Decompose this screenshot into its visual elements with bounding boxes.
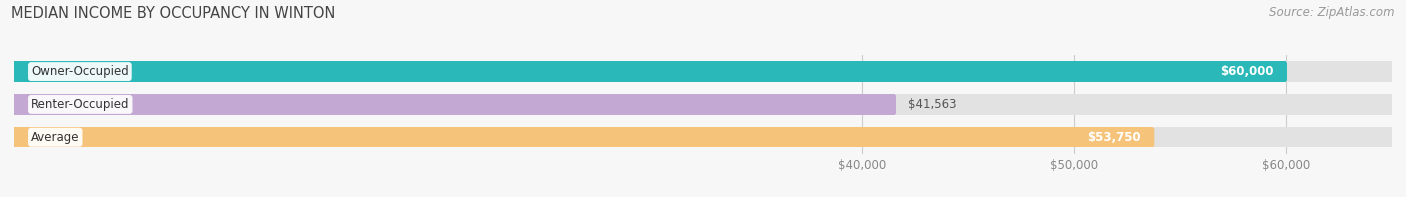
Text: $41,563: $41,563 (908, 98, 956, 111)
FancyBboxPatch shape (14, 61, 1286, 82)
FancyBboxPatch shape (14, 127, 1153, 147)
FancyBboxPatch shape (14, 94, 1392, 115)
Text: $53,750: $53,750 (1087, 131, 1140, 144)
FancyBboxPatch shape (14, 127, 1392, 147)
Text: Average: Average (31, 131, 80, 144)
Text: Owner-Occupied: Owner-Occupied (31, 65, 129, 78)
Text: Renter-Occupied: Renter-Occupied (31, 98, 129, 111)
Text: $60,000: $60,000 (1220, 65, 1274, 78)
Text: MEDIAN INCOME BY OCCUPANCY IN WINTON: MEDIAN INCOME BY OCCUPANCY IN WINTON (11, 6, 336, 21)
FancyBboxPatch shape (14, 61, 1392, 82)
FancyBboxPatch shape (14, 94, 896, 115)
Text: Source: ZipAtlas.com: Source: ZipAtlas.com (1270, 6, 1395, 19)
